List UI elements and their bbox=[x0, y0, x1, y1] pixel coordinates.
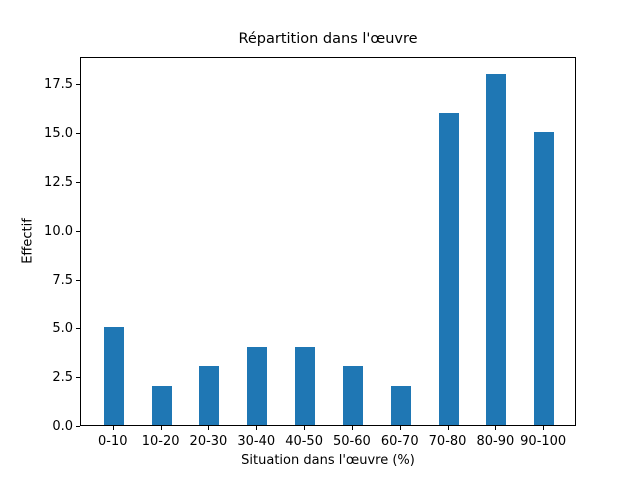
bar bbox=[486, 73, 507, 425]
x-tick-label: 20-30 bbox=[189, 434, 228, 449]
bar bbox=[438, 112, 459, 425]
bar bbox=[199, 366, 220, 425]
x-tick-label: 30-40 bbox=[237, 434, 276, 449]
y-tick-label: 2.5 bbox=[52, 370, 73, 386]
x-tick-mark bbox=[447, 426, 449, 430]
y-tick-mark bbox=[76, 84, 80, 86]
x-tick-mark bbox=[399, 426, 401, 430]
y-tick-label: 5.0 bbox=[52, 321, 73, 337]
x-tick-label: 50-60 bbox=[333, 434, 371, 449]
bar bbox=[151, 385, 172, 425]
y-tick-label: 12.5 bbox=[44, 174, 73, 190]
y-tick-mark bbox=[76, 230, 80, 232]
bar bbox=[295, 346, 316, 425]
x-tick-mark bbox=[351, 426, 353, 430]
bar bbox=[342, 366, 363, 425]
y-tick-label: 10.0 bbox=[44, 223, 73, 239]
x-tick-mark bbox=[160, 426, 162, 430]
plot-area bbox=[80, 57, 576, 426]
x-tick-label: 60-70 bbox=[380, 434, 419, 449]
y-tick-mark bbox=[76, 181, 80, 183]
x-tick-label: 10-20 bbox=[141, 434, 180, 449]
x-tick-mark bbox=[495, 426, 497, 430]
bar bbox=[247, 346, 268, 425]
x-tick-mark bbox=[304, 426, 306, 430]
chart-title: Répartition dans l'œuvre bbox=[238, 31, 418, 47]
x-tick-mark bbox=[208, 426, 210, 430]
y-tick-mark bbox=[76, 328, 80, 330]
bar bbox=[390, 385, 411, 425]
x-tick-mark bbox=[256, 426, 258, 430]
y-tick-mark bbox=[76, 426, 80, 427]
y-tick-mark bbox=[76, 279, 80, 281]
y-tick-mark bbox=[76, 377, 80, 379]
bar bbox=[103, 327, 124, 425]
x-tick-mark bbox=[112, 426, 114, 430]
x-tick-mark bbox=[543, 426, 545, 430]
x-tick-label: 40-50 bbox=[285, 434, 323, 449]
y-tick-label: 17.5 bbox=[44, 77, 73, 93]
bar bbox=[534, 132, 555, 425]
x-tick-label: 70-80 bbox=[428, 434, 467, 449]
y-tick-label: 7.5 bbox=[52, 272, 73, 288]
x-tick-label: 80-90 bbox=[476, 434, 515, 449]
y-tick-mark bbox=[76, 133, 80, 135]
x-tick-label: 0-10 bbox=[98, 434, 128, 449]
y-tick-label: 15.0 bbox=[44, 126, 73, 142]
x-tick-label: 90-100 bbox=[520, 434, 567, 449]
x-axis-label: Situation dans l'œuvre (%) bbox=[241, 453, 415, 468]
y-tick-label: 0.0 bbox=[52, 419, 73, 434]
